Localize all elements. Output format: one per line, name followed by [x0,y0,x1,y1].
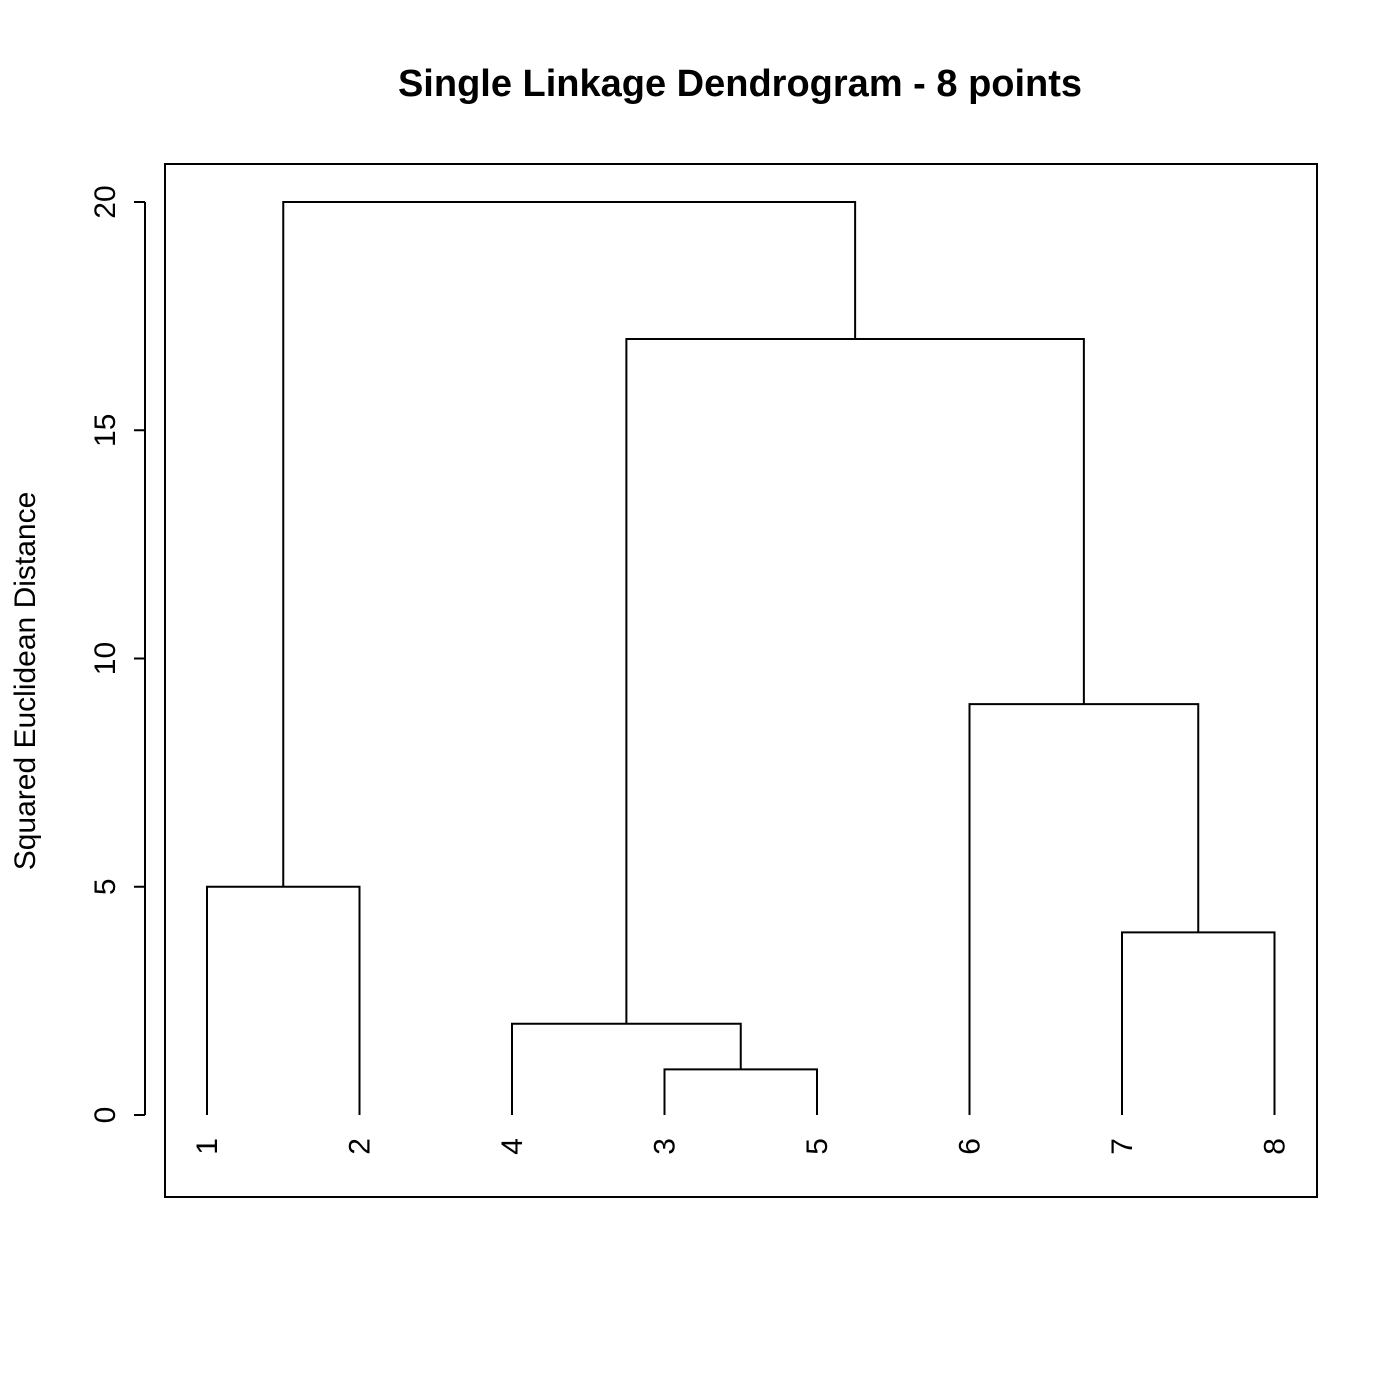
y-axis-label: Squared Euclidean Distance [9,492,42,871]
merge-link-1+2-4+3+5+6+7+8 [282,201,857,887]
leaf-label-1: 1 [191,1138,224,1155]
dendrogram-links [206,201,1276,1115]
leaf-label-5: 5 [801,1138,834,1155]
y-tick-label: 5 [89,878,122,895]
merge-link-7-8 [1121,931,1276,1115]
y-tick-label: 10 [89,642,122,675]
y-axis: 0 5 10 15 20 [89,185,146,1124]
merge-link-3-5 [663,1068,818,1115]
leaf-label-6: 6 [954,1138,987,1155]
plot-box [164,163,1318,1198]
leaf-label-8: 8 [1259,1138,1292,1155]
y-tick-label: 0 [89,1107,122,1124]
merge-link-4+3+5-6+7+8 [625,337,1085,1024]
leaf-label-2: 2 [344,1138,377,1155]
chart-title: Single Linkage Dendrogram - 8 points [398,63,1082,105]
y-tick-label: 20 [89,185,122,218]
merge-link-6-7+8 [968,703,1200,1115]
leaf-label-4: 4 [496,1138,529,1155]
leaf-label-3: 3 [649,1138,682,1155]
y-tick-label: 15 [89,414,122,447]
leaf-label-7: 7 [1106,1138,1139,1155]
merge-link-1-2 [206,885,361,1115]
leaf-labels: 1 2 4 3 5 6 7 8 [191,1138,1292,1155]
